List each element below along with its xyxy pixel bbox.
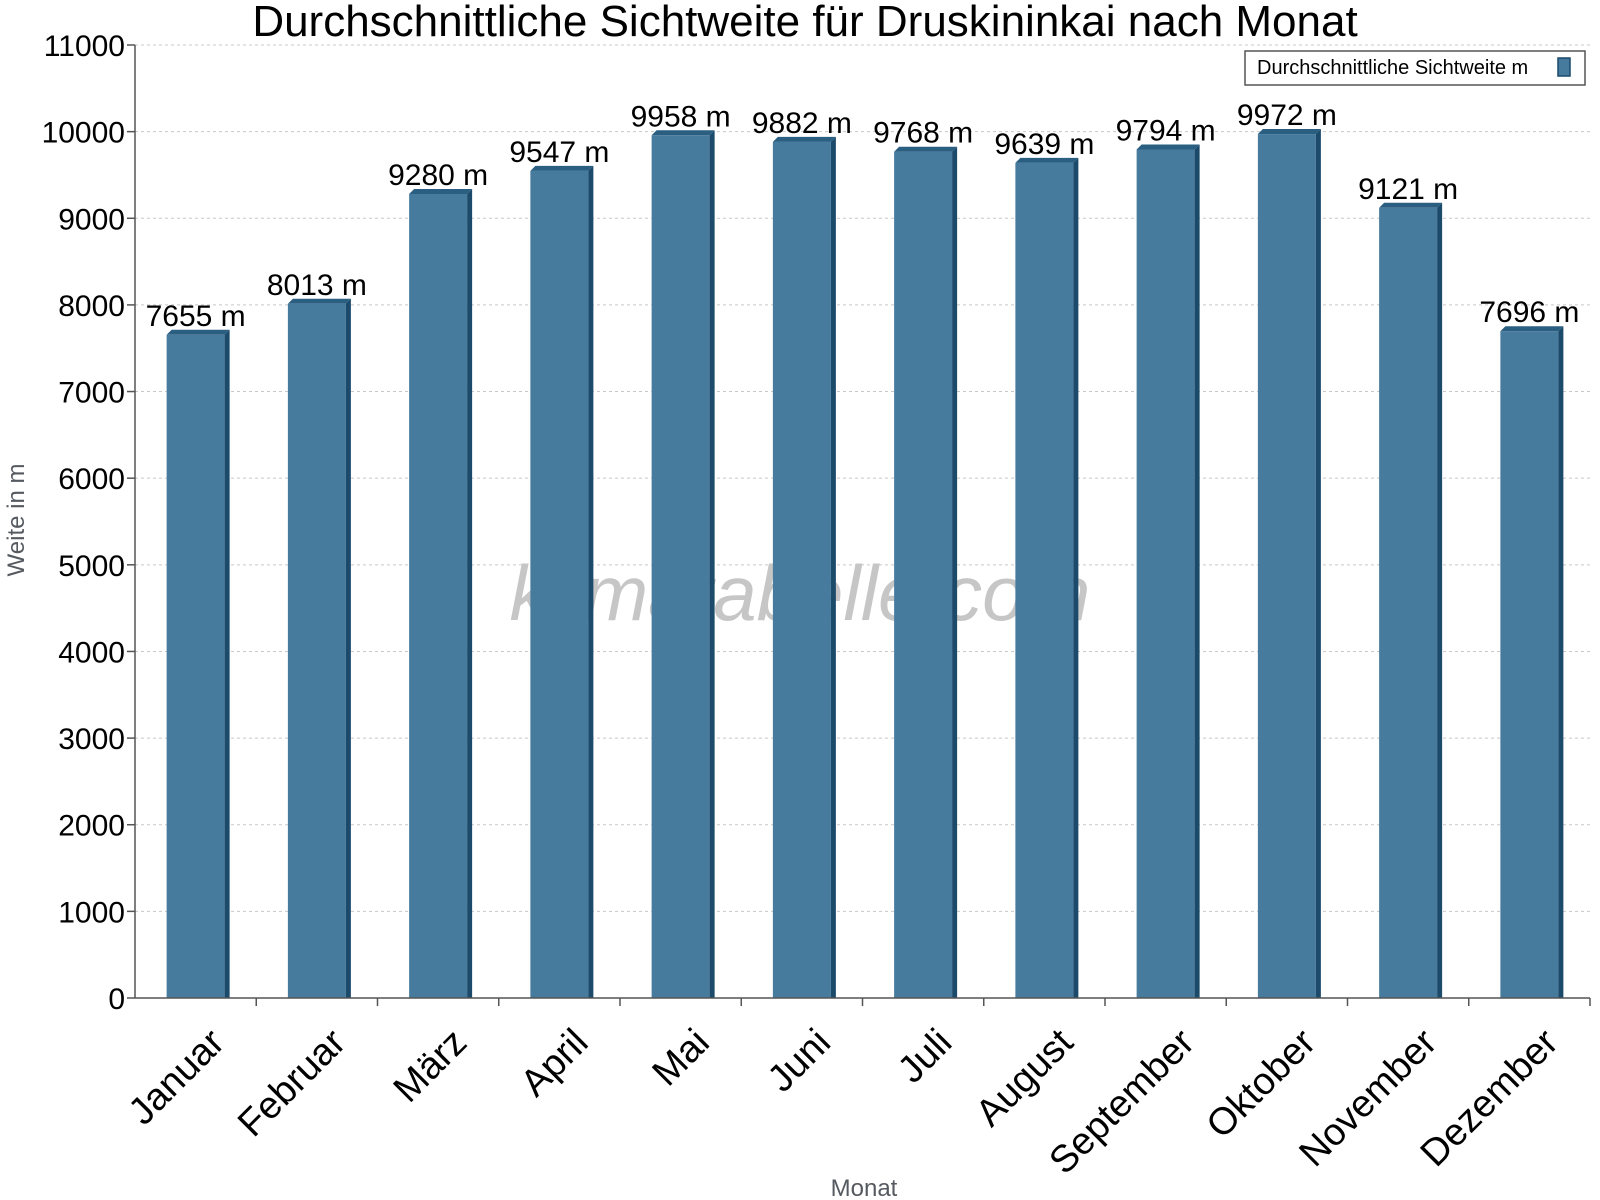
bar-front: [1500, 331, 1559, 998]
bar-front: [409, 194, 468, 999]
x-tick-label: April: [513, 1021, 596, 1104]
y-tick-label: 0: [108, 983, 125, 1016]
bar-front: [1379, 207, 1438, 998]
value-label: 9882 m: [752, 107, 852, 140]
bar-side: [467, 189, 473, 999]
legend: Durchschnittliche Sichtweite m: [1244, 50, 1586, 86]
value-label: 9972 m: [1237, 99, 1337, 132]
x-tick-label: Juni: [760, 1021, 839, 1100]
y-tick-label: 4000: [58, 636, 125, 669]
bar-top: [1136, 144, 1200, 150]
legend-box: [1244, 50, 1586, 86]
y-tick-labels: 0 1000 2000 3000 4000 5000 6000 7000 8000 9000 100…: [42, 30, 125, 1016]
value-label: 9958 m: [631, 100, 731, 133]
bar-side: [1437, 202, 1443, 998]
bar-side: [709, 130, 715, 998]
value-label: 9280 m: [388, 159, 488, 192]
value-label: 7696 m: [1479, 296, 1579, 329]
x-axis-label: Monat: [831, 1175, 898, 1200]
y-tick-label: 7000: [58, 377, 125, 410]
y-tick-label: 8000: [58, 290, 125, 323]
bar-side: [588, 165, 594, 998]
bar-side: [830, 136, 836, 999]
x-tick-label: Februar: [230, 1021, 354, 1145]
x-tick-label: Oktober: [1199, 1021, 1325, 1147]
y-tick-label: 1000: [58, 896, 125, 929]
bar-top: [651, 130, 715, 136]
x-tick-label: Juli: [890, 1021, 960, 1091]
bar: [287, 298, 351, 998]
chart-title: Durchschnittliche Sichtweite für Druskin…: [252, 0, 1357, 46]
axes: [127, 44, 1591, 1006]
bar: [1379, 202, 1443, 998]
bar-front: [894, 151, 953, 999]
bar-side: [1194, 144, 1200, 998]
bar-side: [1558, 326, 1564, 998]
x-tick-label: August: [968, 1021, 1082, 1135]
bar-top: [1257, 129, 1321, 135]
bar-top: [409, 189, 473, 195]
bar: [166, 329, 230, 998]
bar-top: [1500, 326, 1564, 332]
bar-front: [772, 141, 831, 999]
bar-top: [1379, 202, 1443, 208]
y-tick-label: 6000: [58, 463, 125, 496]
y-tick-label: 9000: [58, 203, 125, 236]
value-label: 9794 m: [1116, 114, 1216, 147]
x-tick-label: Mai: [645, 1021, 718, 1094]
y-axis-label: Weite in m: [3, 464, 30, 577]
bar: [772, 136, 836, 999]
legend-swatch: [1557, 57, 1571, 77]
bar-front: [1257, 134, 1316, 998]
bar: [1015, 157, 1079, 998]
legend-label: Durchschnittliche Sichtweite m: [1257, 57, 1528, 79]
y-tick-label: 2000: [58, 810, 125, 843]
bar-front: [287, 303, 346, 998]
bar-front: [1136, 149, 1195, 998]
bar: [894, 146, 958, 999]
value-label: 9768 m: [873, 117, 973, 150]
bar-top: [166, 329, 230, 335]
bar: [409, 189, 473, 999]
bar: [1136, 144, 1200, 998]
value-labels: 7655 m 8013 m 9280 m 9547 m 9958 m 9882 m 9768…: [146, 99, 1580, 333]
x-tick-label: Januar: [121, 1021, 233, 1133]
bar-top: [287, 298, 351, 304]
y-tick-label: 5000: [58, 550, 125, 583]
bar-top: [1015, 157, 1079, 163]
bar-side: [1315, 129, 1321, 998]
y-tick-label: 3000: [58, 723, 125, 756]
bar-top: [530, 165, 594, 171]
bar-side: [345, 298, 351, 998]
bar-side: [224, 329, 230, 998]
bar-front: [651, 135, 710, 998]
value-label: 9639 m: [994, 128, 1094, 161]
value-label: 9547 m: [509, 136, 609, 169]
grid: [135, 44, 1590, 912]
bar: [1257, 129, 1321, 998]
value-label: 7655 m: [146, 300, 246, 333]
x-tick-label: März: [386, 1021, 475, 1110]
bar-front: [166, 334, 225, 998]
value-label: 9121 m: [1358, 173, 1458, 206]
y-tick-label: 10000: [42, 117, 125, 150]
value-label: 8013 m: [267, 269, 367, 302]
bar-side: [952, 146, 958, 999]
bar-side: [1073, 157, 1079, 998]
bars: [166, 129, 1564, 999]
y-tick-label: 11000: [44, 30, 125, 63]
bar-front: [530, 170, 589, 998]
bar-front: [1015, 162, 1074, 998]
bar-top: [894, 146, 958, 152]
bar-top: [772, 136, 836, 142]
bar: [651, 130, 715, 998]
bar: [1500, 326, 1564, 998]
bar: [530, 165, 594, 998]
